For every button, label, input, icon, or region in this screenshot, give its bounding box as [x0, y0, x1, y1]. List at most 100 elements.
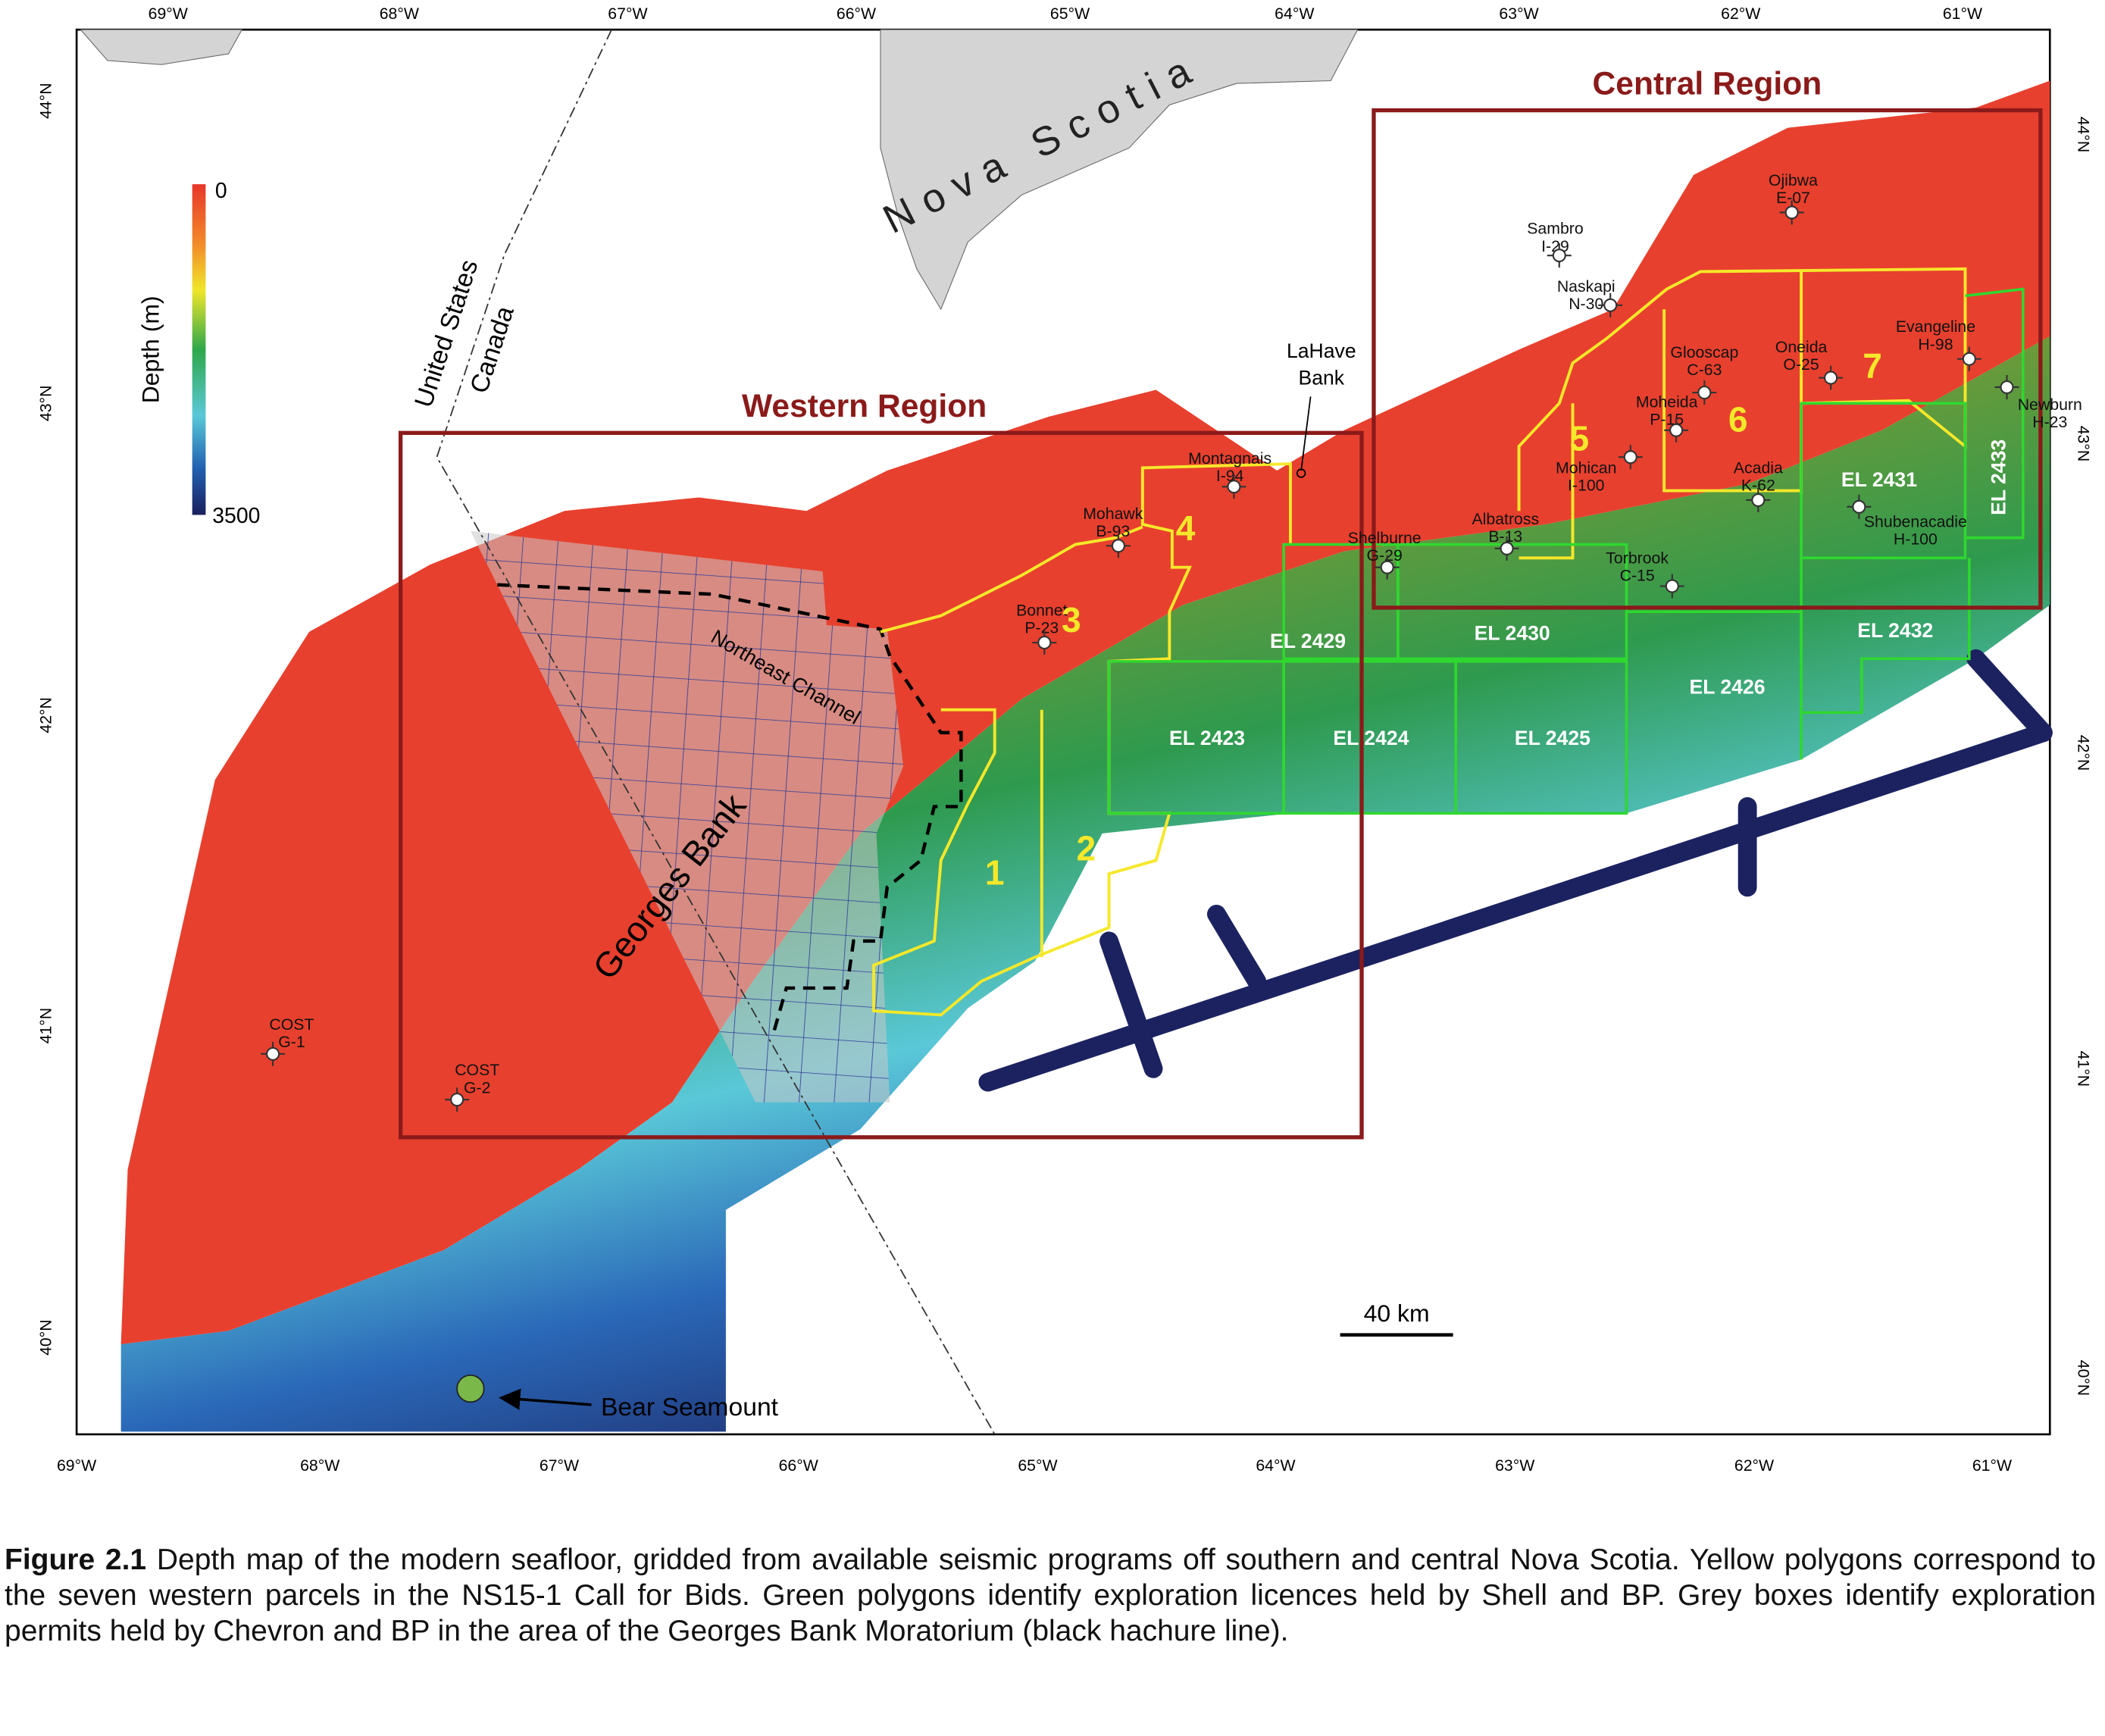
longitude-label: 61°W — [1972, 1456, 2012, 1475]
longitude-label: 68°W — [380, 5, 419, 23]
well-name: COST — [455, 1061, 499, 1079]
licence-label: EL 2430 — [1475, 621, 1550, 644]
licence-label: EL 2431 — [1841, 468, 1917, 491]
well-name: Naskapi — [1557, 277, 1616, 296]
caption-text: Depth map of the modern seafloor, gridde… — [5, 1544, 2096, 1647]
well-id: K-62 — [1741, 477, 1775, 495]
latitude-label: 44°N — [2075, 117, 2093, 153]
well-symbol — [1623, 450, 1637, 464]
well-id: B-13 — [1488, 527, 1522, 546]
well-id: P-23 — [1024, 619, 1059, 637]
longitude-label: 66°W — [837, 5, 876, 23]
well-symbol — [1665, 579, 1679, 593]
well-name: Bonnet — [1016, 602, 1067, 620]
well-symbol — [1603, 298, 1618, 312]
longitude-label: 68°W — [300, 1456, 339, 1475]
well-name: Glooscap — [1670, 343, 1738, 361]
well-symbol — [266, 1046, 280, 1061]
bank-label: Bank — [1298, 366, 1344, 389]
region-label: Central Region — [1593, 65, 1822, 102]
latitude-label: 40°N — [2075, 1360, 2093, 1397]
parcel-label: 3 — [1062, 600, 1081, 640]
arrow — [499, 1388, 592, 1410]
well-symbol — [1784, 205, 1799, 220]
longitude-label: 69°W — [149, 5, 188, 23]
latitude-label: 42°N — [2075, 735, 2093, 771]
well-id: G-2 — [464, 1078, 490, 1096]
longitude-label: 63°W — [1499, 5, 1538, 23]
scale-label: 40 km — [1364, 1300, 1430, 1327]
well-name: Albatross — [1472, 510, 1539, 528]
well-name: Torbrook — [1606, 549, 1669, 567]
moratorium-line — [497, 583, 963, 1036]
well-id: H-98 — [1918, 335, 1953, 353]
well-symbol — [1852, 499, 1866, 514]
survey-tracks — [978, 649, 2053, 1092]
longitude-label: 66°W — [779, 1456, 818, 1475]
well-id: E-07 — [1776, 189, 1810, 207]
longitude-label: 67°W — [540, 1456, 579, 1475]
bank-marker — [1296, 468, 1306, 478]
licence-outlines — [1107, 287, 2025, 815]
seamount-label: Bear Seamount — [601, 1393, 779, 1422]
longitude-label: 61°W — [1943, 5, 1982, 23]
parcel-label: 5 — [1570, 418, 1590, 458]
longitude-label: 62°W — [1734, 1456, 1774, 1475]
well-name: Acadia — [1734, 459, 1783, 477]
well-name: Shelburne — [1348, 529, 1422, 547]
well-name: Newburn — [2018, 396, 2082, 414]
legend-ramp — [192, 184, 206, 515]
well-symbol — [1380, 560, 1394, 574]
parcel-outlines — [872, 267, 1967, 1017]
parcel-label: 1 — [985, 852, 1005, 892]
well-symbol — [1824, 371, 1838, 385]
well-name: COST — [269, 1015, 314, 1034]
licence-label: EL 2423 — [1169, 727, 1245, 749]
legend-max: 3500 — [212, 504, 260, 528]
well-name: Evangeline — [1896, 317, 1975, 336]
well-id: C-63 — [1687, 361, 1722, 379]
well-id: G-1 — [278, 1033, 305, 1051]
well-symbol — [1037, 635, 1052, 650]
leader — [1300, 396, 1312, 471]
well-name: Shubenacadie — [1864, 512, 1967, 530]
well-name: Oneida — [1775, 338, 1828, 356]
longitude-label: 67°W — [608, 5, 647, 23]
latitude-label: 43°N — [36, 386, 55, 422]
well-symbol — [1962, 352, 1976, 366]
legend-min: 0 — [215, 179, 227, 203]
parcel-label: 7 — [1863, 346, 1882, 386]
land — [880, 29, 1359, 311]
well-id: O-25 — [1783, 355, 1819, 374]
well-name: Mohawk — [1083, 505, 1143, 523]
latitude-label: 40°N — [36, 1319, 55, 1356]
licence-label: EL 2425 — [1515, 727, 1590, 749]
western-region-box — [398, 430, 1364, 1140]
longitude-label: 62°W — [1721, 5, 1760, 23]
longitude-label: 65°W — [1018, 1456, 1057, 1475]
longitude-label: 63°W — [1495, 1456, 1534, 1475]
bank-label: LaHave — [1287, 339, 1356, 362]
longitude-label: 64°W — [1256, 1456, 1295, 1475]
latitude-label: 41°N — [36, 1008, 55, 1044]
well-id: B-93 — [1096, 522, 1130, 540]
shelf — [120, 80, 2050, 1345]
latitude-label: 43°N — [2075, 426, 2093, 462]
well-name: Ojibwa — [1769, 171, 1818, 189]
well-symbol — [1669, 423, 1684, 437]
parcel-label: 4 — [1176, 508, 1196, 548]
well-symbol — [450, 1093, 464, 1107]
licence-label: EL 2432 — [1857, 619, 1933, 642]
well-symbol — [2000, 380, 2014, 395]
latitude-label: 42°N — [36, 697, 55, 733]
caption: Figure 2.1 Depth map of the modern seafl… — [5, 1543, 2096, 1649]
well-symbol — [1227, 480, 1241, 494]
well-symbol — [1751, 493, 1766, 508]
licence-label: EL 2426 — [1689, 675, 1765, 698]
longitude-label: 65°W — [1050, 5, 1090, 23]
licence-label: EL 2433 — [1988, 439, 2010, 515]
legend-title: Depth (m) — [136, 296, 164, 403]
longitude-label: 64°W — [1275, 5, 1314, 23]
longitude-label: 69°W — [57, 1456, 96, 1475]
permit-grid — [470, 530, 904, 1103]
